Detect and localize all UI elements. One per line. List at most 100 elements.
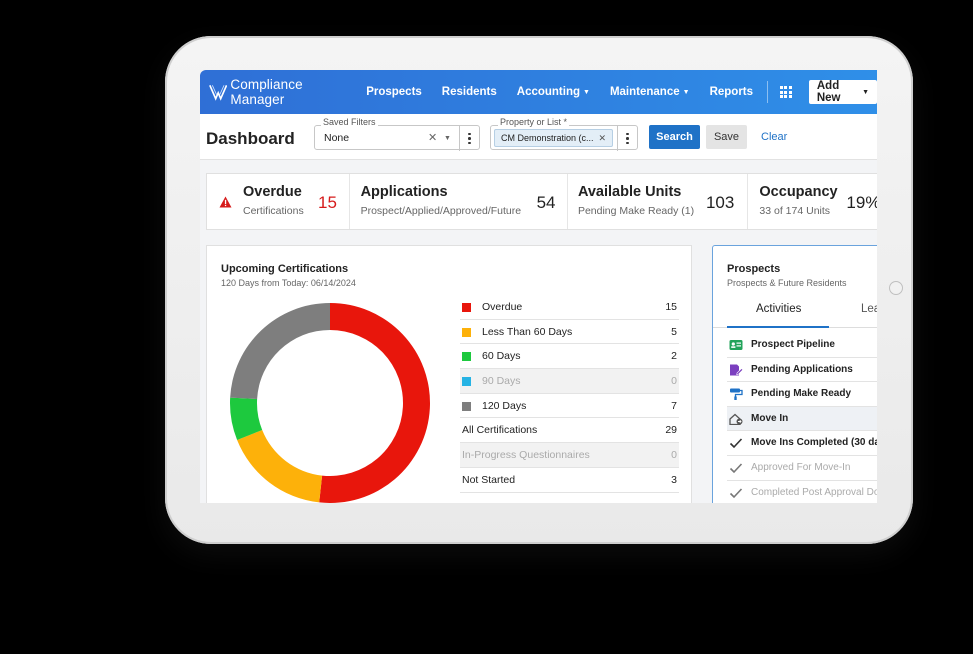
activity-label: Prospect Pipeline <box>751 339 835 350</box>
check-icon <box>729 488 743 498</box>
legend-swatch <box>462 352 471 362</box>
nav-residents-label: Residents <box>441 86 497 98</box>
donut-slice-60-days[interactable] <box>230 397 263 441</box>
legend-value: 7 <box>671 399 677 412</box>
donut-slice-overdue[interactable] <box>319 303 430 503</box>
clear-icon[interactable]: ✕ <box>428 132 438 144</box>
tablet-camera <box>889 281 903 295</box>
prospects-tabs: Activities Lea <box>713 295 877 328</box>
stats-strip: Overdue Certifications 15 Applications P… <box>206 173 877 230</box>
legend-row[interactable]: 120 Days 7 <box>460 394 679 419</box>
top-nav: Compliance Manager Prospects Residents A… <box>200 70 877 114</box>
clear-link[interactable]: Clear <box>761 131 788 143</box>
activity-row[interactable]: Move In <box>727 406 877 432</box>
nav-prospects[interactable]: Prospects <box>366 86 422 98</box>
nav-accounting-label: Accounting <box>516 86 581 98</box>
property-menu-icon[interactable] <box>617 126 637 151</box>
saved-filters-label: Saved Filters <box>321 117 378 127</box>
stat-available-units-sub: Pending Make Ready (1) <box>577 205 695 217</box>
nav-reports[interactable]: Reports <box>710 86 753 98</box>
warning-icon <box>219 196 232 208</box>
activity-row[interactable]: Move Ins Completed (30 day <box>727 431 877 456</box>
legend-row[interactable]: Less Than 60 Days 5 <box>460 320 679 345</box>
save-button[interactable]: Save <box>706 125 747 149</box>
activity-row[interactable]: Prospect Pipeline <box>727 333 877 358</box>
legend-row[interactable]: Overdue 15 <box>460 295 679 320</box>
legend-value: 29 <box>665 424 677 437</box>
prospects-title: Prospects <box>727 263 781 275</box>
stat-applications[interactable]: Applications Prospect/Applied/Approved/F… <box>350 174 568 229</box>
stat-occupancy-value: 19% <box>846 193 877 212</box>
activity-label: Pending Make Ready <box>751 388 852 400</box>
check-icon <box>729 438 743 449</box>
chevron-down-icon[interactable]: ▼ <box>444 135 451 142</box>
legend-swatch <box>462 377 471 387</box>
certifications-legend: Overdue 15 Less Than 60 Days 5 60 Days 2 90 Da… <box>460 295 679 493</box>
activity-label: Approved For Move-In <box>751 462 851 473</box>
stat-occupancy-title: Occupancy <box>759 184 838 200</box>
legend-row[interactable]: All Certifications 29 <box>460 418 679 444</box>
certifications-card: Upcoming Certifications 120 Days from To… <box>206 245 692 503</box>
activity-row[interactable]: Approved For Move-In <box>727 456 877 481</box>
nav-residents[interactable]: Residents <box>442 86 497 98</box>
activity-label: Completed Post Approval Do <box>751 486 877 498</box>
stat-overdue[interactable]: Overdue Certifications 15 <box>207 174 350 229</box>
app-screen: Compliance Manager Prospects Residents A… <box>200 70 877 503</box>
paint-roller-icon <box>730 388 743 401</box>
certifications-title: Upcoming Certifications <box>221 263 349 275</box>
activity-label: Move In <box>751 412 789 424</box>
activity-row[interactable]: Completed Post Approval Do <box>727 481 877 503</box>
legend-row[interactable]: 60 Days 2 <box>460 344 679 370</box>
apps-grid-icon[interactable] <box>779 86 792 98</box>
legend-value: 0 <box>671 375 677 388</box>
nav-maintenance[interactable]: Maintenance ▼ <box>610 86 690 98</box>
stat-occupancy-sub: 33 of 174 Units <box>759 205 831 217</box>
logo-icon <box>209 84 228 101</box>
legend-label: Not Started <box>462 473 516 486</box>
filter-bar: Dashboard None ✕ ▼ Saved Filters CM Demo… <box>200 114 877 160</box>
nav-prospects-label: Prospects <box>366 86 422 98</box>
caret-down-icon: ▼ <box>682 88 690 96</box>
legend-row[interactable]: 90 Days 0 <box>460 369 679 394</box>
saved-filters-menu-icon[interactable] <box>459 126 479 151</box>
nav-accounting[interactable]: Accounting ▼ <box>517 86 590 98</box>
property-select[interactable]: CM Demonstration (c... ✕ <box>490 125 638 151</box>
search-button[interactable]: Search <box>649 125 700 149</box>
caret-down-icon: ▼ <box>583 88 590 96</box>
legend-value: 2 <box>671 350 677 363</box>
remove-chip-icon[interactable]: ✕ <box>598 133 607 143</box>
legend-value: 15 <box>665 301 677 313</box>
page-title: Dashboard <box>206 129 295 148</box>
donut-slice-120-days[interactable] <box>230 303 330 400</box>
activity-row[interactable]: Pending Make Ready <box>727 382 877 407</box>
activity-label: Pending Applications <box>751 363 853 375</box>
saved-filters-value: None <box>324 132 350 144</box>
legend-label: 120 Days <box>482 399 527 412</box>
saved-filters-select[interactable]: None ✕ ▼ <box>314 125 480 151</box>
legend-label: Less Than 60 Days <box>482 325 573 338</box>
stat-overdue-value: 15 <box>318 193 337 212</box>
app-logo[interactable]: Compliance Manager <box>209 77 339 107</box>
stat-overdue-sub: Certifications <box>243 205 304 217</box>
tab-leads[interactable]: Lea <box>861 303 877 315</box>
legend-value: 3 <box>671 473 677 486</box>
legend-value: 5 <box>671 325 677 338</box>
stat-available-units-title: Available Units <box>577 184 682 200</box>
property-label: Property or List * <box>498 117 570 127</box>
activity-row[interactable]: Pending Applications <box>727 358 877 383</box>
nav-divider <box>767 81 768 103</box>
legend-label: All Certifications <box>462 424 538 437</box>
stat-available-units[interactable]: Available Units Pending Make Ready (1) 1… <box>568 174 749 229</box>
legend-swatch <box>462 327 471 337</box>
tab-activities[interactable]: Activities <box>756 303 802 315</box>
certifications-donut-chart[interactable] <box>229 302 431 503</box>
legend-swatch <box>462 303 471 312</box>
property-chip[interactable]: CM Demonstration (c... ✕ <box>494 129 614 147</box>
donut-slice-less-than-60-days[interactable] <box>237 430 323 503</box>
legend-row[interactable]: In-Progress Questionnaires 0 <box>460 443 679 468</box>
add-new-button[interactable]: Add New ▼ <box>808 80 877 104</box>
stat-overdue-title: Overdue <box>243 184 302 200</box>
legend-row[interactable]: Not Started 3 <box>460 468 679 493</box>
stat-occupancy[interactable]: Occupancy 33 of 174 Units 19% <box>748 174 877 229</box>
stat-available-units-value: 103 <box>705 193 735 212</box>
